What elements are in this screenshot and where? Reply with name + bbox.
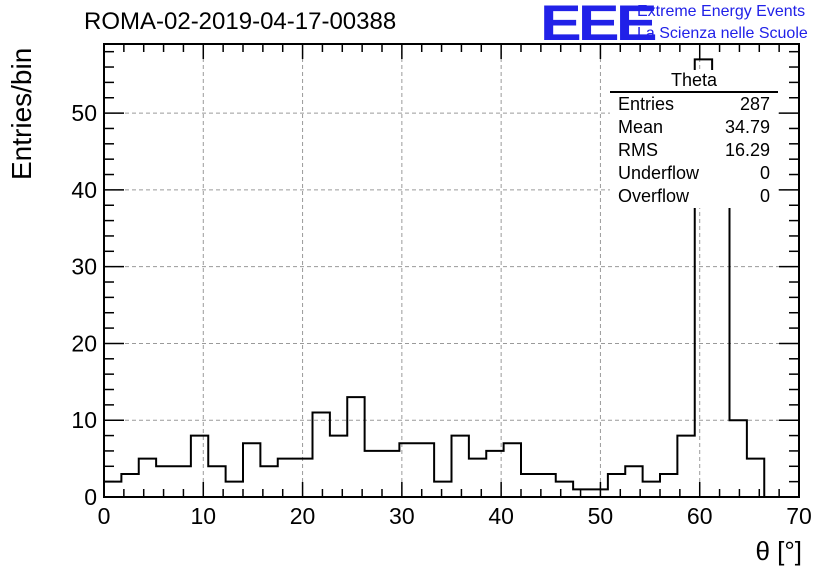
y-tick-label: 50	[71, 100, 97, 126]
y-tick-label: 30	[71, 254, 97, 280]
chart-title: ROMA-02-2019-04-17-00388	[84, 8, 396, 36]
stats-row-mean: Mean 34.79	[610, 116, 778, 139]
stats-row-entries: Entries 287	[610, 93, 778, 116]
stats-label: RMS	[618, 139, 658, 162]
y-axis-label: Entries/bin	[6, 48, 38, 180]
y-tick-label: 0	[84, 484, 97, 510]
stats-row-underflow: Underflow 0	[610, 162, 778, 185]
stats-title: Theta	[610, 70, 778, 93]
x-tick-label: 50	[588, 503, 614, 529]
y-tick-label: 20	[71, 330, 97, 356]
stats-row-overflow: Overflow 0	[610, 185, 778, 208]
logo-line-2: La Scienza nelle Scuole	[637, 26, 808, 42]
stats-value: 0	[760, 162, 770, 185]
x-tick-label: 20	[290, 503, 316, 529]
stats-label: Overflow	[618, 185, 689, 208]
x-tick-label: 10	[190, 503, 216, 529]
x-tick-label: 70	[786, 503, 812, 529]
stats-row-rms: RMS 16.29	[610, 139, 778, 162]
stats-value: 287	[740, 93, 770, 116]
stats-value: 0	[760, 185, 770, 208]
stats-label: Underflow	[618, 162, 699, 185]
x-tick-label: 40	[488, 503, 514, 529]
logo-line-1: Extreme Energy Events	[637, 4, 805, 20]
x-tick-label: 60	[687, 503, 713, 529]
x-tick-label: 30	[389, 503, 415, 529]
x-tick-label: 0	[98, 503, 111, 529]
stats-label: Entries	[618, 93, 674, 116]
stats-value: 34.79	[725, 116, 770, 139]
y-tick-label: 10	[71, 407, 97, 433]
y-tick-label: 40	[71, 177, 97, 203]
stats-value: 16.29	[725, 139, 770, 162]
x-axis-label: θ [°]	[755, 536, 802, 567]
stats-label: Mean	[618, 116, 663, 139]
stats-box: Theta Entries 287 Mean 34.79 RMS 16.29 U…	[610, 70, 778, 208]
